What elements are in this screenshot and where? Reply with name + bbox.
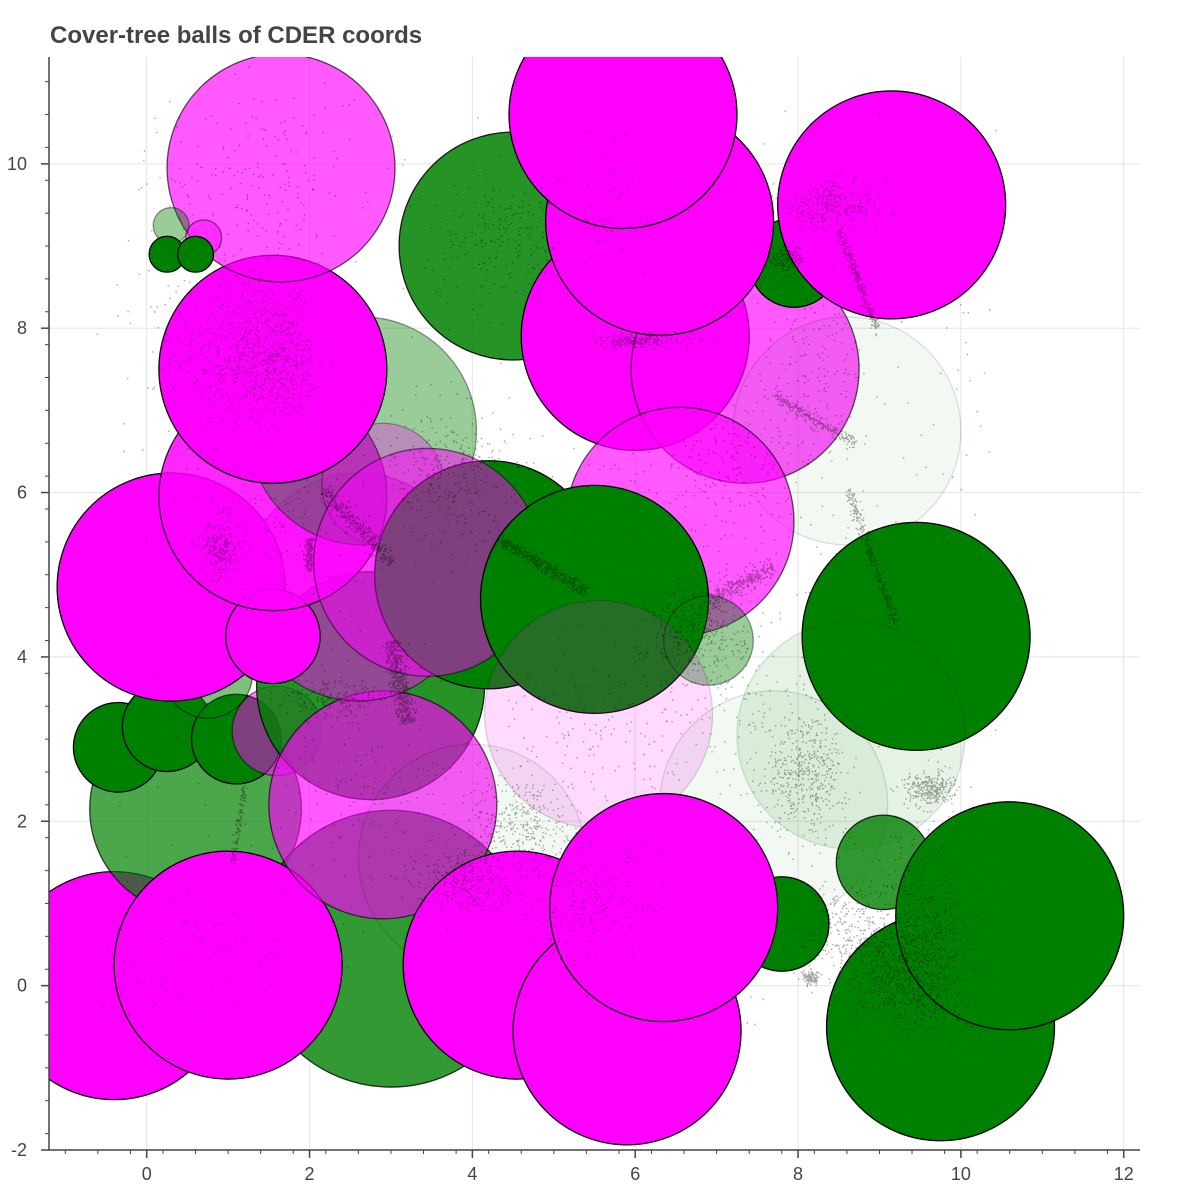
data-points (54, 66, 1006, 1068)
x-tick-label: 8 (793, 1164, 803, 1184)
x-tick-label: 2 (305, 1164, 315, 1184)
y-tick-label: 6 (17, 483, 27, 503)
chart-title: Cover-tree balls of CDER coords (50, 22, 422, 49)
x-tick-label: 0 (142, 1164, 152, 1184)
cover-tree-balls (49, 57, 1125, 1146)
ball-green (176, 235, 215, 273)
x-tick-label: 10 (951, 1164, 971, 1184)
y-tick-label: 4 (17, 647, 27, 667)
ball-magenta (508, 57, 738, 230)
ball-green (801, 521, 1031, 752)
x-tick-label: 4 (467, 1164, 477, 1184)
ball-magenta (158, 254, 388, 484)
axes: 0 2 4 6 8 10 12 -2 0 2 4 6 8 10 (7, 57, 1140, 1184)
y-tick-label: 10 (7, 154, 27, 174)
y-tick-label: 8 (17, 318, 27, 338)
plot-area (49, 57, 1125, 1146)
x-tick-label: 12 (1114, 1164, 1134, 1184)
y-tick-label: -2 (11, 1140, 27, 1160)
ball-green (895, 801, 1125, 1031)
y-tick-label: 0 (17, 976, 27, 996)
ball-green (663, 595, 754, 686)
ball-magenta (113, 850, 343, 1080)
ball-magenta (777, 90, 1007, 320)
y-tick-label: 2 (17, 811, 27, 831)
scatter-points (54, 66, 1006, 1068)
ball-magenta (549, 792, 779, 1023)
ball-magenta (166, 57, 396, 283)
ball-green (479, 484, 710, 715)
x-tick-label: 6 (630, 1164, 640, 1184)
